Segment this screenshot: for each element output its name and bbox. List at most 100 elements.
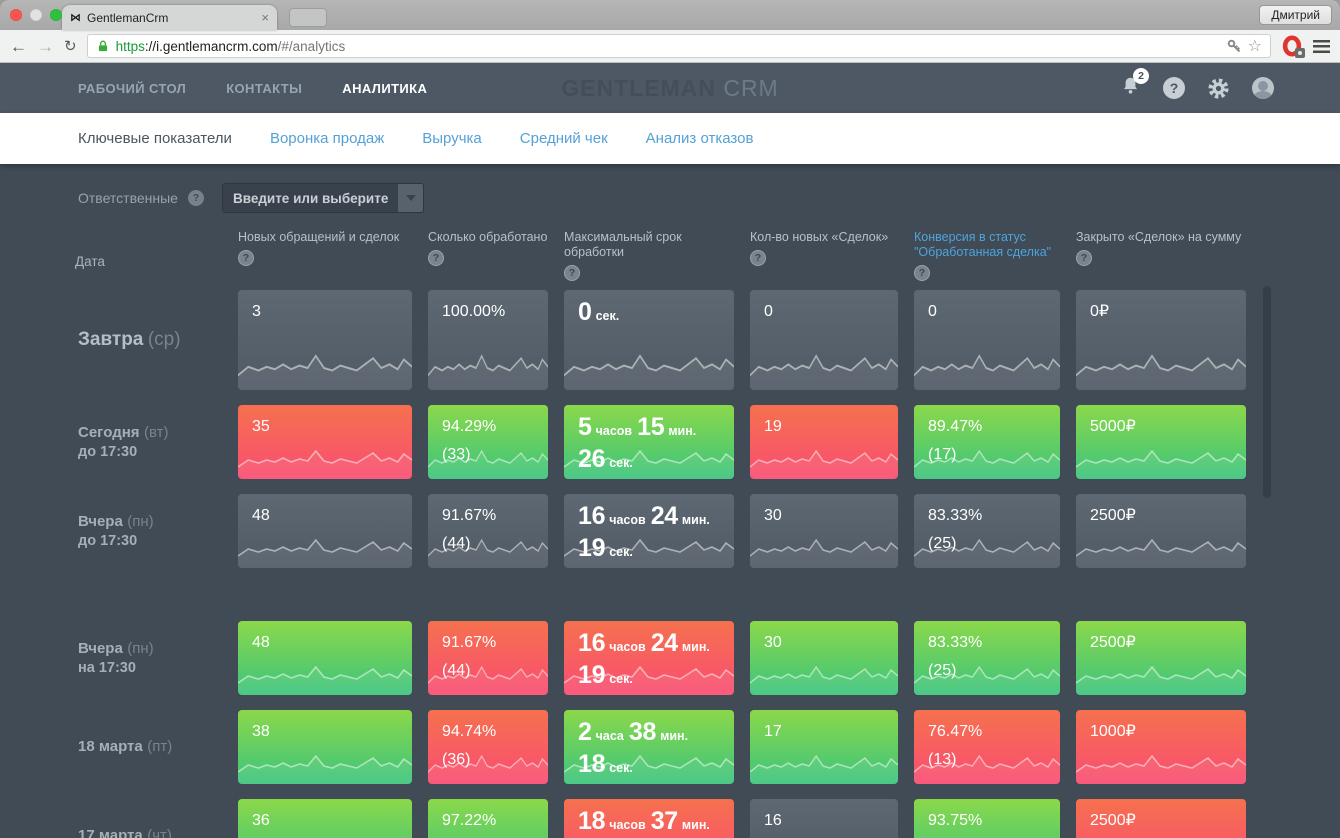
column-help-icon[interactable]: ?: [914, 265, 930, 281]
help-icon[interactable]: ?: [1163, 77, 1185, 99]
responsible-help-icon[interactable]: ?: [187, 190, 204, 206]
metric-cell[interactable]: 30: [750, 494, 898, 568]
metric-cell[interactable]: 0: [750, 290, 898, 390]
secure-lock-icon: [98, 40, 107, 51]
filter-row: Ответственные ? Введите или выберите: [0, 164, 1340, 213]
metric-cell[interactable]: 100.00%: [428, 290, 548, 390]
responsible-select[interactable]: Введите или выберите: [221, 183, 424, 213]
sparkline: [428, 449, 548, 479]
metrics-table-body: Завтра (ср) 3 100.00% 0 сек. 0 0 0₽ Сегодня (вт)…: [0, 290, 1340, 838]
column-help-icon[interactable]: ?: [1076, 250, 1092, 266]
metric-cell[interactable]: 93.75%: [914, 799, 1060, 838]
key-icon[interactable]: [1226, 38, 1242, 54]
sparkline: [428, 665, 548, 695]
metric-cell[interactable]: 48: [238, 494, 412, 568]
row-date-label: 18 марта (пт): [78, 738, 173, 755]
metric-cell[interactable]: 91.67% (44): [428, 494, 548, 568]
scrollbar-thumb[interactable]: [1263, 286, 1271, 498]
browser-titlebar: ⋈ GentlemanCrm × Дмитрий: [0, 0, 1340, 30]
metric-cell[interactable]: 3: [238, 290, 412, 390]
sparkline: [238, 449, 412, 479]
tab-average-check[interactable]: Средний чек: [519, 130, 608, 147]
table-row: 18 марта (пт) 38 94.74% (36) 2 часа 38 мин. 18 се…: [0, 710, 1340, 784]
metric-cell[interactable]: 2500₽: [1076, 799, 1246, 838]
metric-cell[interactable]: 94.74% (36): [428, 710, 548, 784]
metric-cell[interactable]: 35: [238, 405, 412, 479]
column-header-processed: Сколько обработано ?: [428, 230, 548, 266]
column-header-max-processing-time: Максимальный срок обработки ?: [564, 230, 734, 281]
extension-icon[interactable]: [1281, 35, 1305, 58]
metric-cell[interactable]: 48: [238, 621, 412, 695]
metric-cell[interactable]: 97.22%: [428, 799, 548, 838]
metric-cell[interactable]: 30: [750, 621, 898, 695]
metric-cell[interactable]: 19: [750, 405, 898, 479]
sparkline: [914, 754, 1060, 784]
metric-cell[interactable]: 76.47% (13): [914, 710, 1060, 784]
column-help-icon[interactable]: ?: [564, 265, 580, 281]
browser-menu-icon[interactable]: [1313, 39, 1330, 53]
metric-cell[interactable]: 0₽: [1076, 290, 1246, 390]
minimize-window-button[interactable]: [30, 9, 42, 21]
analytics-tabs: Ключевые показатели Воронка продаж Выруч…: [0, 113, 1340, 164]
tab-refusal-analysis[interactable]: Анализ отказов: [645, 130, 754, 147]
tab-key-indicators[interactable]: Ключевые показатели: [78, 130, 232, 147]
metric-cell[interactable]: 16 часов 24 мин. 19 сек.: [564, 494, 734, 568]
bookmark-star-icon[interactable]: ☆: [1247, 38, 1262, 55]
metric-cell[interactable]: 16: [750, 799, 898, 838]
notifications-button[interactable]: 2: [1120, 67, 1149, 102]
close-window-button[interactable]: [10, 9, 22, 21]
column-help-icon[interactable]: ?: [428, 250, 444, 266]
metric-cell[interactable]: 0: [914, 290, 1060, 390]
chevron-down-icon[interactable]: [398, 184, 423, 212]
metric-cell[interactable]: 5 часов 15 мин. 26 сек.: [564, 405, 734, 479]
metric-cell[interactable]: 16 часов 24 мин. 19 сек.: [564, 621, 734, 695]
metric-cell[interactable]: 89.47% (17): [914, 405, 1060, 479]
sparkline: [750, 754, 898, 784]
tab-revenue[interactable]: Выручка: [422, 130, 482, 147]
sparkline: [914, 354, 1060, 390]
gear-icon[interactable]: [1207, 77, 1230, 100]
browser-tab[interactable]: ⋈ GentlemanCrm ×: [62, 5, 277, 30]
table-row: Вчера (пн) до 17:30 48 91.67% (44) 16 часов 24 м…: [0, 494, 1340, 568]
new-tab-button[interactable]: [289, 8, 327, 27]
address-bar[interactable]: https://i.gentlemancrm.com/#/analytics ☆: [86, 34, 1271, 58]
metric-cell[interactable]: 0 сек.: [564, 290, 734, 390]
metric-cell[interactable]: 18 часов 37 мин.: [564, 799, 734, 838]
metric-cell[interactable]: 83.33% (25): [914, 494, 1060, 568]
tab-close-icon[interactable]: ×: [261, 10, 269, 25]
metric-cell[interactable]: 2500₽: [1076, 621, 1246, 695]
browser-profile-button[interactable]: Дмитрий: [1259, 5, 1332, 25]
forward-icon[interactable]: →: [37, 36, 54, 56]
sparkline: [428, 354, 548, 390]
tab-sales-funnel[interactable]: Воронка продаж: [269, 130, 385, 147]
sparkline: [564, 354, 734, 390]
sparkline: [750, 449, 898, 479]
metric-cell[interactable]: 5000₽: [1076, 405, 1246, 479]
user-avatar[interactable]: [1252, 77, 1274, 99]
metric-cell[interactable]: 36: [238, 799, 412, 838]
analytics-content: Ответственные ? Введите или выберите Дат…: [0, 164, 1340, 838]
sparkline: [1076, 538, 1246, 568]
sparkline: [914, 665, 1060, 695]
column-help-icon[interactable]: ?: [750, 250, 766, 266]
back-icon[interactable]: ←: [10, 36, 27, 56]
metric-cell[interactable]: 38: [238, 710, 412, 784]
table-row: Вчера (пн) на 17:30 48 91.67% (44) 16 часов 24 м…: [0, 621, 1340, 695]
metric-cell[interactable]: 17: [750, 710, 898, 784]
metric-cell[interactable]: 2500₽: [1076, 494, 1246, 568]
metric-cell[interactable]: 91.67% (44): [428, 621, 548, 695]
row-date-label: Вчера (пн) на 17:30: [78, 640, 154, 676]
nav-item-contacts[interactable]: КОНТАКТЫ: [226, 80, 303, 96]
sparkline: [1076, 665, 1246, 695]
column-help-icon[interactable]: ?: [238, 250, 254, 266]
metric-cell[interactable]: 94.29% (33): [428, 405, 548, 479]
metric-cell[interactable]: 1000₽: [1076, 710, 1246, 784]
reload-icon[interactable]: ↻: [64, 37, 77, 55]
nav-item-analytics[interactable]: АНАЛИТИКА: [342, 80, 428, 96]
column-header-closed-amount: Закрыто «Сделок» на сумму ?: [1076, 230, 1246, 266]
zoom-window-button[interactable]: [50, 9, 62, 21]
metric-cell[interactable]: 2 часа 38 мин. 18 сек.: [564, 710, 734, 784]
nav-item-desktop[interactable]: РАБОЧИЙ СТОЛ: [78, 80, 187, 96]
metric-cell[interactable]: 83.33% (25): [914, 621, 1060, 695]
